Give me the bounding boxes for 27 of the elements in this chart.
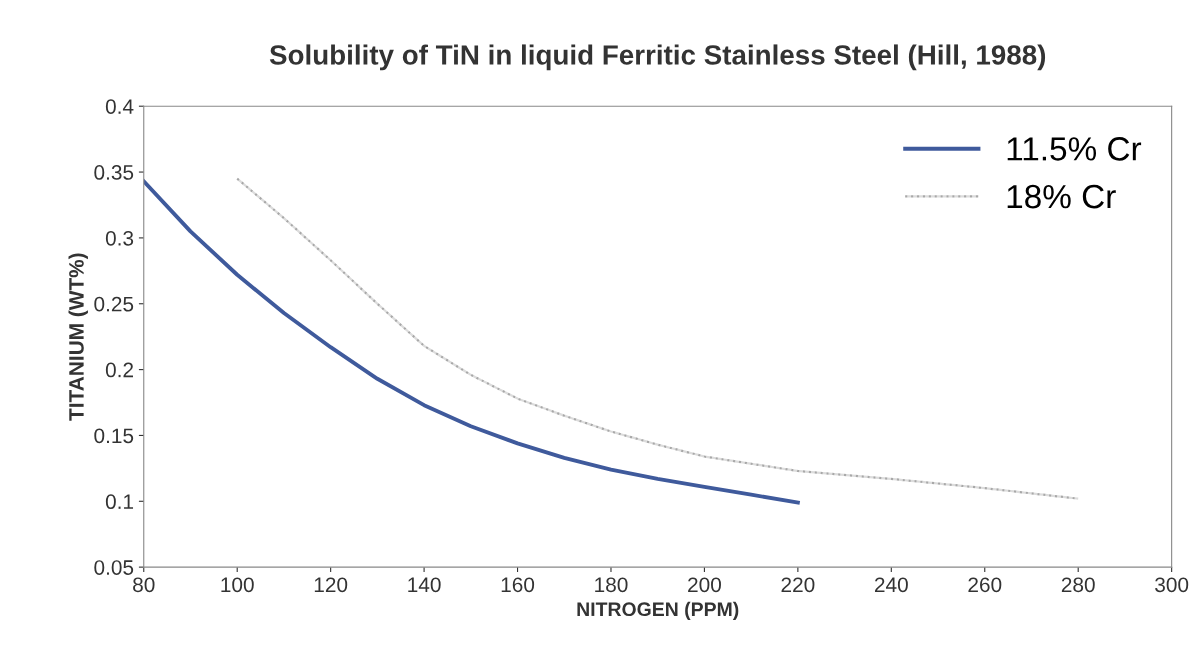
legend-label: 11.5% Cr	[1007, 137, 1142, 161]
line-series	[143, 179, 800, 505]
x-axis-title: NITROGEN (PPM)	[577, 601, 739, 620]
x-tick-label: 300	[1155, 577, 1189, 593]
y-tick-label: 0.4	[105, 99, 134, 114]
x-tick-label: 200	[688, 577, 721, 593]
line-series	[236, 177, 1080, 500]
x-tick-label: 280	[1061, 577, 1095, 593]
x-tick-label: 100	[221, 577, 254, 593]
x-tick-label: 120	[314, 577, 348, 593]
y-tick-label: 0.05	[94, 560, 134, 575]
x-tick-label: 140	[408, 577, 441, 593]
x-tick-label: 80	[133, 577, 155, 593]
x-tick-label: 260	[968, 577, 1002, 593]
y-axis-title: TITANIUM (WT%)	[68, 253, 88, 421]
x-tick-label: 160	[501, 577, 535, 593]
y-tick-label: 0.15	[94, 428, 134, 444]
y-tick-label: 0.25	[94, 296, 134, 312]
y-tick-label: 0.2	[105, 362, 133, 378]
y-tick-label: 0.1	[105, 494, 134, 510]
legend-label: 18% Cr	[1007, 184, 1116, 209]
y-tick-label: 0.35	[94, 165, 134, 180]
x-tick-label: 240	[874, 577, 908, 593]
x-tick-label: 220	[781, 577, 815, 593]
x-tick-label: 180	[595, 577, 628, 593]
y-tick-label: 0.3	[105, 230, 134, 246]
chart-title: Solubility of TiN in liquid Ferritic Stainless Steel (Hill, 1988)	[269, 44, 1046, 71]
